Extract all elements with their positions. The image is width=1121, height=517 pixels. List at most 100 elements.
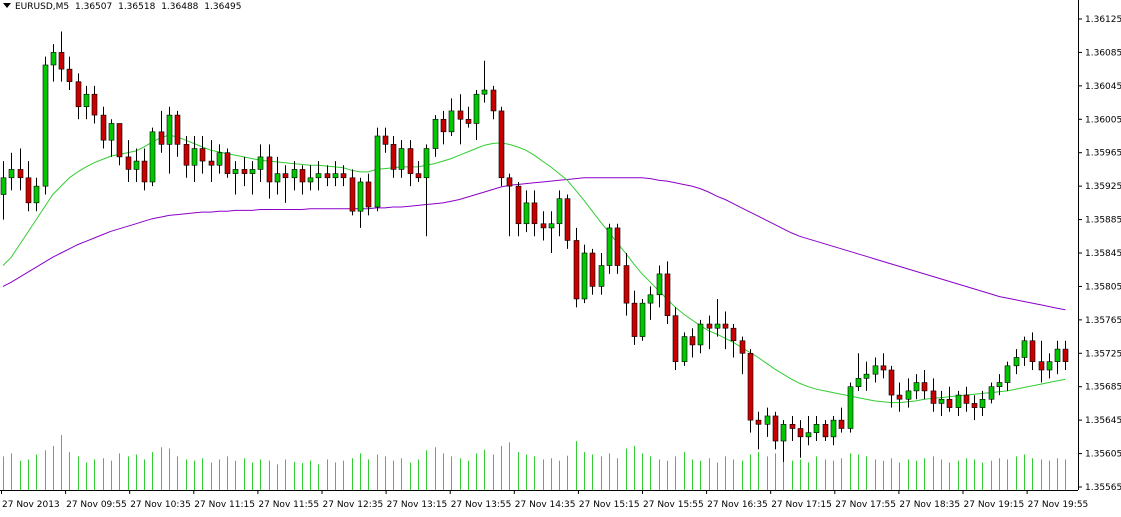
time-tick-label: 27 Nov 17:15	[771, 500, 832, 510]
bull-candle	[805, 415, 812, 446]
candle-body	[1062, 348, 1069, 362]
time-tick-label: 27 Nov 11:55	[258, 500, 319, 510]
candle-body	[780, 424, 787, 442]
candle-body	[1038, 361, 1045, 371]
bear-candle	[789, 415, 796, 442]
candle-body	[506, 177, 513, 187]
bear-candle	[349, 169, 356, 216]
bull-candle	[8, 152, 15, 191]
bull-candle	[332, 161, 339, 187]
bull-candle	[979, 390, 986, 416]
candle-body	[183, 144, 190, 166]
bear-candle	[730, 324, 737, 358]
bear-candle	[407, 140, 414, 187]
candle-body	[83, 93, 90, 108]
price-tick-label: 1.35845	[1085, 249, 1121, 259]
bull-candle	[1046, 353, 1053, 379]
bull-candle	[847, 382, 854, 433]
bull-candle	[216, 144, 223, 174]
candle-body	[291, 169, 298, 179]
chart-title-bar[interactable]: EURUSD,M5 1.36507 1.36518 1.36488 1.3649…	[3, 2, 245, 12]
bear-candle	[614, 223, 621, 274]
price-tick-label: 1.36005	[1085, 115, 1121, 125]
bear-candle	[58, 31, 65, 82]
candle-body	[921, 382, 928, 392]
time-tick-label: 27 Nov 09:55	[66, 500, 127, 510]
bear-candle	[531, 190, 538, 237]
bear-candle	[880, 353, 887, 379]
slow-ma-line	[2, 177, 1066, 311]
bear-candle	[415, 161, 422, 182]
candle-body	[880, 365, 887, 371]
bull-candle	[423, 144, 430, 237]
bear-candle	[324, 165, 331, 187]
bear-candle	[888, 365, 895, 408]
bear-candle	[755, 411, 762, 450]
candle-body	[631, 302, 638, 337]
candle-body	[365, 181, 372, 208]
bear-candle	[822, 420, 829, 442]
candle-body	[324, 173, 331, 179]
candle-body	[100, 114, 107, 141]
bear-candle	[672, 307, 679, 370]
bear-candle	[241, 156, 248, 187]
bull-candle	[656, 265, 663, 308]
bear-candle	[158, 110, 165, 153]
time-tick-label: 27 Nov 19:15	[964, 500, 1025, 510]
bull-candle	[374, 127, 381, 212]
candle-body	[208, 160, 215, 166]
bull-candle	[523, 190, 530, 233]
candle-body	[299, 169, 306, 183]
bear-candle	[564, 194, 571, 249]
price-tick-label: 1.35645	[1085, 416, 1121, 426]
bull-candle	[1013, 349, 1020, 375]
bull-candle	[42, 56, 49, 195]
bull-candle	[315, 161, 322, 191]
candle-body	[374, 135, 381, 208]
bull-candle	[232, 161, 239, 195]
candle-body	[75, 81, 82, 108]
candle-body	[33, 185, 40, 204]
candle-body	[722, 323, 729, 329]
bear-candle	[282, 165, 289, 203]
candle-body	[598, 265, 605, 287]
candle-body	[149, 131, 156, 183]
bear-candle	[365, 173, 372, 216]
bear-candle	[506, 173, 513, 237]
time-tick-label: 27 Nov 13:15	[387, 500, 448, 510]
candle-body	[125, 156, 132, 170]
candle-body	[257, 156, 264, 170]
candle-body	[515, 185, 522, 225]
candle-body	[905, 390, 912, 400]
price-tick-label: 1.36085	[1085, 48, 1121, 58]
bull-candle	[1004, 361, 1011, 391]
time-tick-label: 27 Nov 2013	[2, 500, 60, 510]
candle-body	[166, 114, 173, 145]
bear-candle	[224, 148, 231, 178]
bull-candle	[955, 390, 962, 416]
candle-body	[697, 323, 704, 346]
bull-candle	[606, 223, 613, 274]
bull-candle	[133, 148, 140, 182]
bull-candle	[50, 44, 57, 82]
candle-body	[25, 177, 32, 204]
time-tick-label: 27 Nov 15:15	[579, 500, 640, 510]
bear-candle	[1062, 340, 1069, 370]
candle-body	[996, 382, 1003, 388]
candle-body	[639, 302, 646, 337]
bear-candle	[17, 148, 24, 191]
candle-body	[8, 169, 15, 179]
candle-body	[789, 424, 796, 429]
bull-candle	[913, 374, 920, 400]
chevron-down-icon[interactable]	[3, 3, 11, 8]
candle-body	[672, 315, 679, 362]
bear-candle	[390, 136, 397, 178]
candle-body	[473, 93, 480, 124]
candle-body	[42, 64, 49, 187]
price-tick-label: 1.35605	[1085, 450, 1121, 460]
bull-candle	[357, 177, 364, 228]
candle-body	[357, 181, 364, 212]
bear-candle	[971, 395, 978, 421]
